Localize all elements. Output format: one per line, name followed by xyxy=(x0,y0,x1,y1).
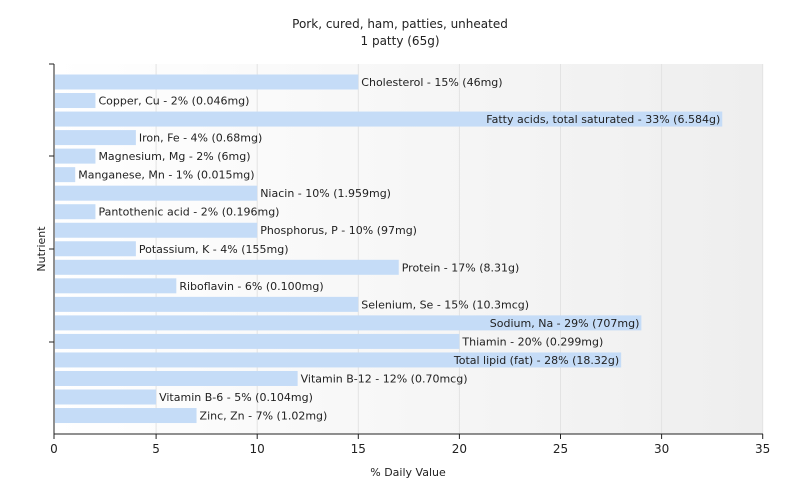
x-tick-label: 25 xyxy=(553,442,568,456)
data-label: Pantothenic acid - 2% (0.196mg) xyxy=(98,206,279,219)
data-label: Copper, Cu - 2% (0.046mg) xyxy=(98,95,249,108)
data-label: Phosphorus, P - 10% (97mg) xyxy=(260,224,417,237)
data-label: Magnesium, Mg - 2% (6mg) xyxy=(98,150,250,163)
data-label: Niacin - 10% (1.959mg) xyxy=(260,187,391,200)
x-tick-label: 10 xyxy=(250,442,265,456)
bar xyxy=(55,408,197,424)
bar xyxy=(55,93,96,109)
bar xyxy=(55,74,359,90)
bar xyxy=(55,222,258,238)
data-label: Manganese, Mn - 1% (0.015mg) xyxy=(78,169,254,182)
data-label: Total lipid (fat) - 28% (18.32g) xyxy=(453,354,619,367)
data-label: Fatty acids, total saturated - 33% (6.58… xyxy=(486,113,720,126)
bar xyxy=(55,204,96,220)
bar xyxy=(55,111,723,127)
data-label: Sodium, Na - 29% (707mg) xyxy=(490,317,640,330)
y-axis-label: Nutrient xyxy=(35,226,48,272)
data-label: Iron, Fe - 4% (0.68mg) xyxy=(139,132,262,145)
x-tick-label: 5 xyxy=(152,442,160,456)
x-tick-labels: 0 5 10 15 20 25 30 35 xyxy=(50,442,770,456)
axes xyxy=(49,63,764,439)
bar xyxy=(55,148,96,164)
data-label: Potassium, K - 4% (155mg) xyxy=(139,243,289,256)
bar xyxy=(55,259,399,275)
data-label: Zinc, Zn - 7% (1.02mg) xyxy=(200,410,328,423)
chart-title: Pork, cured, ham, patties, unheated xyxy=(292,17,508,31)
bar xyxy=(55,370,298,386)
bar xyxy=(55,389,157,405)
bar xyxy=(55,278,177,294)
bar xyxy=(55,167,76,183)
bar xyxy=(55,296,359,312)
x-tick-label: 20 xyxy=(452,442,467,456)
x-tick-label: 35 xyxy=(755,442,770,456)
bar xyxy=(55,352,622,368)
data-label: Vitamin B-12 - 12% (0.70mcg) xyxy=(301,372,468,385)
x-tick-label: 15 xyxy=(351,442,366,456)
data-label: Vitamin B-6 - 5% (0.104mg) xyxy=(159,391,313,404)
x-axis-label: % Daily Value xyxy=(370,466,446,479)
bar xyxy=(55,130,136,146)
bar xyxy=(55,333,460,349)
chart-subtitle: 1 patty (65g) xyxy=(361,34,440,48)
bar xyxy=(55,185,258,201)
data-label: Protein - 17% (8.31g) xyxy=(402,261,520,274)
x-tick-label: 0 xyxy=(50,442,58,456)
bar xyxy=(55,241,136,257)
bar xyxy=(55,315,642,331)
data-label: Selenium, Se - 15% (10.3mcg) xyxy=(361,298,529,311)
data-label: Cholesterol - 15% (46mg) xyxy=(361,76,502,89)
data-label: Riboflavin - 6% (0.100mg) xyxy=(179,280,323,293)
data-label: Thiamin - 20% (0.299mg) xyxy=(461,335,603,348)
bars: Cholesterol - 15% (46mg) Copper, Cu - 2% … xyxy=(55,74,723,424)
x-tick-label: 30 xyxy=(654,442,669,456)
